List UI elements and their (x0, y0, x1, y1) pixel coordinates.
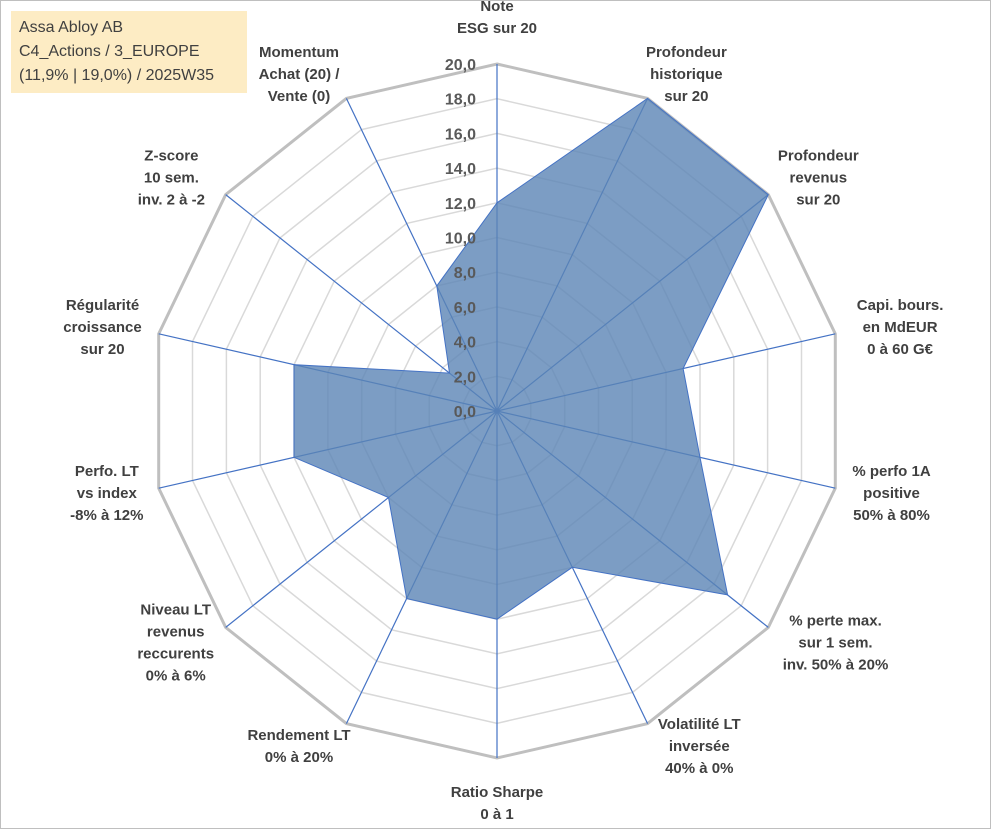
axis-label-line: Note (480, 0, 513, 15)
axis-label-line: inversée (669, 738, 730, 755)
tick-label-3: 6,0 (454, 300, 476, 317)
axis-label-line: sur 1 sem. (798, 635, 872, 652)
axis-label-line: ESG sur 20 (457, 20, 537, 37)
axis-label-0: Note ESG sur 20 (457, 0, 537, 37)
axis-label-line: Profondeur (778, 147, 859, 164)
axis-label-line: revenus (147, 624, 205, 641)
axis-label-9: Niveau LT revenus reccurents 0% à 6% (137, 602, 214, 685)
axis-label-7: Ratio Sharpe 0 à 1 (451, 784, 544, 823)
tick-label-9: 18,0 (445, 92, 476, 109)
axis-label-line: Rendement LT (247, 727, 350, 744)
tick-label-10: 20,0 (445, 57, 476, 74)
axis-label-line: Z-score (144, 147, 198, 164)
axis-label-line: 0 à 1 (480, 806, 513, 823)
tick-label-2: 4,0 (454, 335, 476, 352)
axis-label-line: inv. 50% à 20% (783, 657, 889, 674)
axis-label-11: Régularité croissance sur 20 (63, 297, 141, 358)
axis-label-line: reccurents (137, 646, 214, 663)
axis-label-line: vs index (77, 485, 138, 502)
axis-label-line: 0% à 20% (265, 749, 333, 766)
company-name: Assa Abloy AB (19, 19, 124, 36)
axis-label-line: 0 à 60 G€ (867, 341, 934, 358)
axis-label-line: positive (863, 485, 920, 502)
axis-label-line: Ratio Sharpe (451, 784, 544, 801)
axis-label-line: 50% à 80% (853, 507, 930, 524)
axis-label-line: revenus (790, 169, 848, 186)
axis-label-line: Momentum (259, 44, 339, 61)
axis-label-line: sur 20 (796, 191, 840, 208)
axis-label-line: Volatilité LT (658, 716, 741, 733)
axis-label-line: Régularité (66, 297, 139, 314)
axis-label-12: Z-score 10 sem. inv. 2 à -2 (138, 147, 205, 208)
axis-label-line: sur 20 (664, 88, 708, 105)
axis-label-1: Profondeur historique sur 20 (646, 44, 727, 105)
period-text: (11,9% | 19,0%) / 2025W35 (19, 67, 215, 84)
axis-label-line: Niveau LT (140, 602, 211, 619)
tick-label-1: 2,0 (454, 369, 476, 386)
axis-label-line: Perfo. LT (75, 463, 139, 480)
axis-label-line: 40% à 0% (665, 760, 733, 777)
axis-label-line: 10 sem. (144, 169, 199, 186)
axis-label-line: -8% à 12% (70, 507, 143, 524)
axis-label-line: Vente (0) (268, 88, 331, 105)
tick-label-6: 12,0 (445, 196, 476, 213)
axis-labels: Note ESG sur 20 Profondeur historique sur 20… (63, 0, 943, 823)
axis-label-line: historique (650, 66, 723, 83)
axis-label-13: Momentum Achat (20) / Vente (0) (259, 44, 341, 105)
axis-label-5: % perte max. sur 1 sem. inv. 50% à 20% (783, 613, 889, 674)
axis-label-line: en MdEUR (863, 319, 938, 336)
axis-label-4: % perfo 1A positive 50% à 80% (852, 463, 931, 524)
tick-labels: 0,0 2,0 4,0 6,0 8,0 10,0 12,0 14,0 16,0 18,0 20,0 (445, 57, 476, 421)
axis-label-2: Profondeur revenus sur 20 (778, 147, 859, 208)
axis-label-3: Capi. bours. en MdEUR 0 à 60 G€ (857, 297, 944, 358)
axis-label-line: Profondeur (646, 44, 727, 61)
axis-label-6: Volatilité LT inversée 40% à 0% (658, 716, 741, 777)
axis-label-10: Perfo. LT vs index -8% à 12% (70, 463, 143, 524)
tick-label-4: 8,0 (454, 265, 476, 282)
axis-label-line: % perfo 1A (852, 463, 931, 480)
axis-label-8: Rendement LT 0% à 20% (247, 727, 350, 766)
series-area (293, 97, 769, 620)
axis-label-line: Achat (20) / (259, 66, 341, 83)
axis-label-line: 0% à 6% (146, 668, 206, 685)
info-box: Assa Abloy AB C4_Actions / 3_EUROPE (11,… (11, 11, 247, 93)
axis-label-line: croissance (63, 319, 141, 336)
tick-label-5: 10,0 (445, 231, 476, 248)
category-text: C4_Actions / 3_EUROPE (19, 43, 200, 60)
tick-label-8: 16,0 (445, 126, 476, 143)
axis-label-line: inv. 2 à -2 (138, 191, 205, 208)
tick-label-7: 14,0 (445, 161, 476, 178)
series-layer (293, 97, 769, 620)
tick-label-0: 0,0 (454, 404, 476, 421)
axis-label-line: sur 20 (80, 341, 124, 358)
axis-label-line: Capi. bours. (857, 297, 944, 314)
axis-label-line: % perte max. (789, 613, 882, 630)
